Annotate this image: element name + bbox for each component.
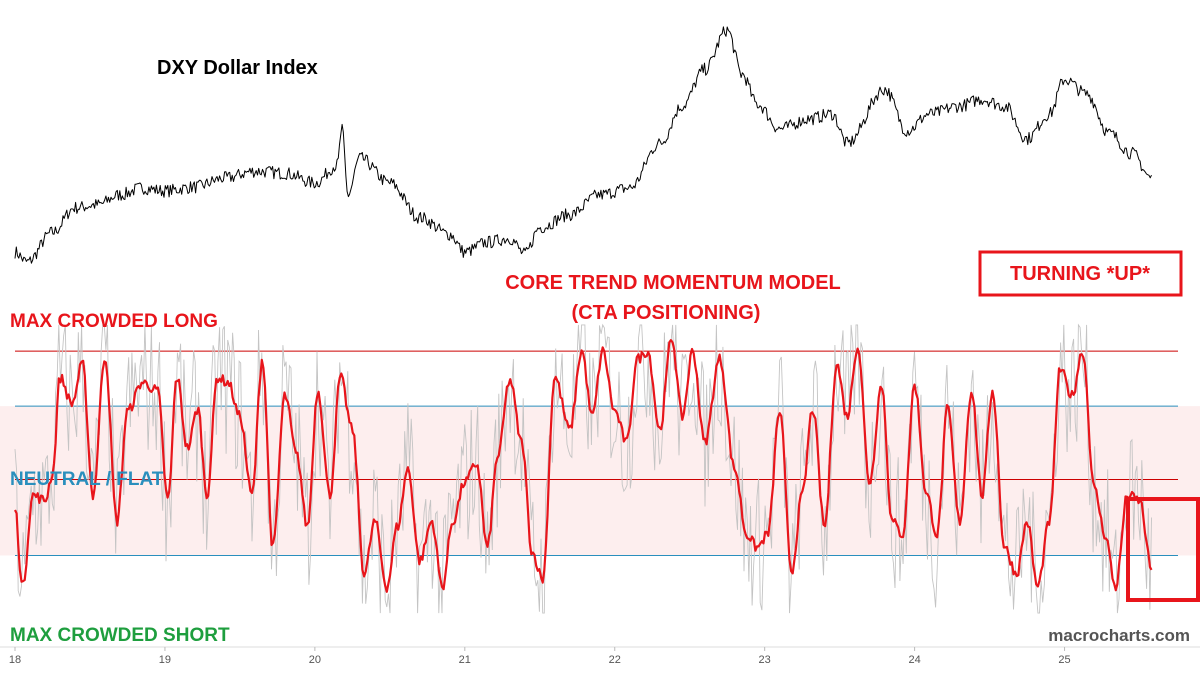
cta-subtitle: (CTA POSITIONING)	[572, 302, 761, 324]
watermark: macrocharts.com	[1048, 626, 1190, 645]
turning-up-label: TURNING *UP*	[1010, 263, 1150, 285]
max-crowded-long-label: MAX CROWDED LONG	[10, 311, 218, 332]
turning-up-box	[978, 250, 1183, 297]
neutral-zone-band	[0, 406, 1200, 556]
latest-signal-highlight-box	[1126, 497, 1200, 602]
x-tick-label: 23	[759, 654, 771, 666]
x-tick-label: 21	[459, 654, 471, 666]
x-tick-label: 20	[309, 654, 321, 666]
x-tick-label: 25	[1058, 654, 1070, 666]
cta-momentum-line	[14, 339, 1153, 593]
x-tick-label: 22	[609, 654, 621, 666]
dxy-title: DXY Dollar Index	[157, 57, 318, 79]
max-crowded-short-label: MAX CROWDED SHORT	[10, 625, 230, 646]
dxy-price-line	[14, 26, 1152, 264]
neutral-flat-label: NEUTRAL / FLAT	[10, 469, 164, 490]
x-axis-ticks: 18 19 20 21 22 23 24 25	[9, 647, 1071, 666]
x-tick-label: 19	[159, 654, 171, 666]
cta-title: CORE TREND MOMENTUM MODEL	[505, 272, 841, 294]
x-tick-label: 18	[9, 654, 21, 666]
x-tick-label: 24	[908, 654, 920, 666]
